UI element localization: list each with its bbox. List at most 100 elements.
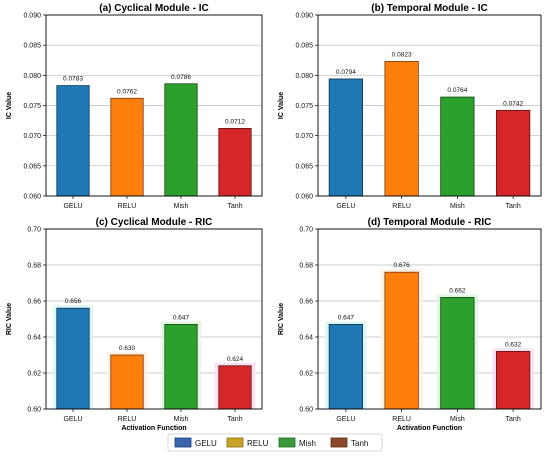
plot-frame <box>45 228 263 410</box>
data-label: 0.0742 <box>503 100 523 107</box>
x-tick-label: RELU <box>392 416 411 423</box>
charts: 0.0783 GELU 0.0762 RELU 0.0786 Mish 0.0712 Tanh… <box>6 3 542 432</box>
y-tick-label: 0.080 <box>23 73 41 80</box>
legend-label: Tanh <box>351 439 368 448</box>
x-tick-label: GELU <box>336 416 355 423</box>
legend-swatch-gelu <box>174 437 192 448</box>
data-label: 0.647 <box>338 314 355 321</box>
bar-gelu <box>328 323 363 410</box>
bar-relu <box>110 354 144 410</box>
data-label: 0.0712 <box>225 118 245 125</box>
chart-panel-0: 0.0783 GELU 0.0762 RELU 0.0786 Mish 0.0712 Tanh… <box>6 3 263 210</box>
x-tick-label: RELU <box>118 416 137 423</box>
x-tick-label: Mish <box>174 416 189 423</box>
data-label: 0.624 <box>227 356 244 363</box>
bar-tanh <box>495 350 531 410</box>
bar-tanh <box>218 365 252 410</box>
plot-frame <box>317 14 542 197</box>
data-label: 0.0794 <box>336 69 356 76</box>
x-tick-label: Tanh <box>227 416 242 423</box>
chart-title: (d) Temporal Module - RIC <box>368 217 492 228</box>
data-label: 0.656 <box>65 298 82 305</box>
x-tick-label: GELU <box>63 203 82 210</box>
chart-panel-3: 0.647 GELU 0.676 RELU 0.662 Mish 0.632 Tanh 0.60… <box>278 217 542 432</box>
data-label: 0.647 <box>173 314 190 321</box>
bar-tanh <box>495 109 531 197</box>
y-axis-label: IC Value <box>278 92 285 119</box>
x-axis-label: Activation Function <box>121 425 186 432</box>
y-tick-label: 0.68 <box>299 263 313 270</box>
bar-tanh <box>218 128 252 197</box>
x-axis-label: Activation Function <box>397 425 462 432</box>
y-tick-label: 0.70 <box>27 227 41 234</box>
y-tick-label: 0.090 <box>295 13 313 20</box>
legend-label: RELU <box>247 439 269 448</box>
legend-swatch-tanh <box>330 437 348 448</box>
y-tick-label: 0.065 <box>23 163 41 170</box>
data-label: 0.630 <box>119 345 136 352</box>
y-tick-label: 0.085 <box>23 43 41 50</box>
bar-gelu <box>56 307 90 410</box>
y-tick-label: 0.68 <box>27 263 41 270</box>
x-tick-label: Mish <box>174 203 189 210</box>
data-label: 0.0764 <box>447 87 467 94</box>
bar-gelu <box>56 85 90 197</box>
chart-title: (a) Cyclical Module - IC <box>99 3 208 14</box>
y-tick-label: 0.070 <box>23 133 41 140</box>
y-tick-label: 0.080 <box>295 73 313 80</box>
plot-frame <box>45 14 263 197</box>
legend: GELU RELU Mish Tanh <box>167 433 383 452</box>
chart-panel-1: 0.0794 GELU 0.0823 RELU 0.0764 Mish 0.0742 Tanh… <box>278 3 542 210</box>
data-label: 0.0762 <box>117 88 137 95</box>
x-tick-label: Tanh <box>506 203 521 210</box>
data-label: 0.0823 <box>392 51 412 58</box>
legend-swatch-mish <box>278 437 296 448</box>
bar-mish <box>164 83 198 197</box>
y-axis-label: IC Value <box>6 92 13 119</box>
plot-frame <box>317 228 542 410</box>
y-tick-label: 0.66 <box>27 299 41 306</box>
x-tick-label: GELU <box>336 203 355 210</box>
y-tick-label: 0.66 <box>299 299 313 306</box>
y-tick-label: 0.60 <box>27 407 41 414</box>
data-label: 0.0783 <box>63 76 83 83</box>
y-tick-label: 0.070 <box>295 133 313 140</box>
bar-relu <box>384 271 419 410</box>
x-tick-label: RELU <box>118 203 137 210</box>
y-tick-label: 0.075 <box>23 103 41 110</box>
y-axis-label: RIC Value <box>278 303 285 335</box>
bar-mish <box>164 323 198 410</box>
data-label: 0.662 <box>449 287 466 294</box>
y-tick-label: 0.090 <box>23 13 41 20</box>
legend-frame <box>167 433 383 452</box>
y-tick-label: 0.060 <box>295 194 313 201</box>
x-tick-label: RELU <box>392 203 411 210</box>
bar-gelu <box>328 78 363 197</box>
chart-title: (b) Temporal Module - IC <box>371 3 487 14</box>
x-tick-label: GELU <box>63 416 82 423</box>
legend-label: GELU <box>195 439 217 448</box>
x-tick-label: Tanh <box>506 416 521 423</box>
y-tick-label: 0.60 <box>299 407 313 414</box>
y-axis-label: RIC Value <box>6 303 13 335</box>
y-tick-label: 0.64 <box>299 335 313 342</box>
legend-label: Mish <box>299 439 316 448</box>
y-tick-label: 0.64 <box>27 335 41 342</box>
data-label: 0.676 <box>393 262 410 269</box>
y-tick-label: 0.060 <box>23 194 41 201</box>
y-tick-label: 0.62 <box>27 371 41 378</box>
bar-mish <box>440 296 475 410</box>
bar-relu <box>384 61 419 197</box>
legend-swatch-relu <box>226 437 244 448</box>
x-tick-label: Mish <box>450 203 465 210</box>
x-tick-label: Mish <box>450 416 465 423</box>
y-tick-label: 0.065 <box>295 163 313 170</box>
y-tick-label: 0.70 <box>299 227 313 234</box>
bar-relu <box>110 97 144 197</box>
data-label: 0.0786 <box>171 74 191 81</box>
x-tick-label: Tanh <box>227 203 242 210</box>
bar-mish <box>440 96 475 197</box>
y-tick-label: 0.075 <box>295 103 313 110</box>
data-label: 0.632 <box>505 341 522 348</box>
